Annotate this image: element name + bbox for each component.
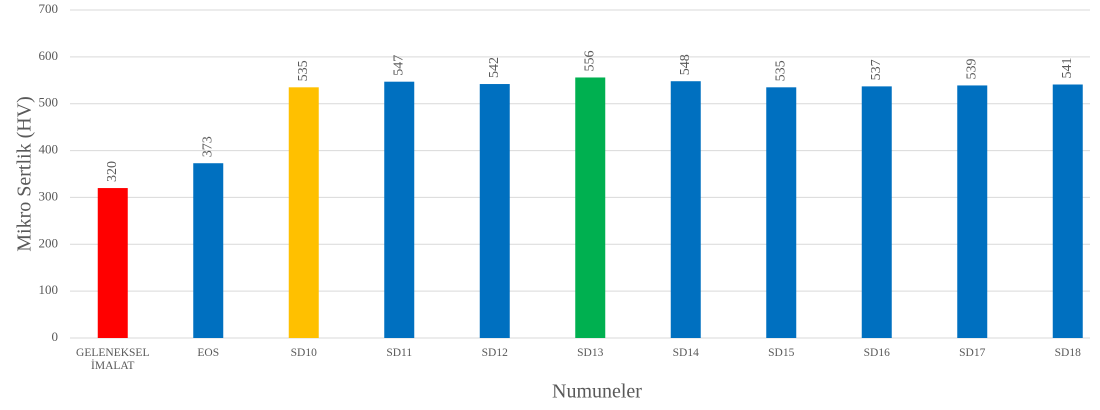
bar — [670, 81, 701, 339]
x-tick-label: SD10 — [290, 347, 317, 359]
bar — [1052, 84, 1083, 338]
data-label: 547 — [391, 55, 406, 76]
bar — [861, 86, 892, 339]
data-label: 556 — [582, 50, 597, 71]
x-tick-label: SD16 — [863, 347, 890, 359]
x-tick-label: SD18 — [1054, 347, 1081, 359]
x-tick-label: GELENEKSEL İMALAT — [76, 347, 150, 372]
y-tick-label: 400 — [39, 142, 59, 157]
data-label: 535 — [773, 60, 788, 81]
y-tick-label: 600 — [39, 48, 59, 63]
bar — [384, 81, 415, 338]
x-tick-label: EOS — [197, 347, 220, 359]
x-axis-title: Numuneler — [552, 381, 642, 403]
data-label: 320 — [105, 161, 120, 182]
x-tick-label: SD13 — [577, 347, 604, 359]
x-tick-label: SD17 — [959, 347, 986, 359]
data-label: 542 — [487, 57, 502, 78]
data-label: 373 — [200, 136, 215, 157]
bar — [479, 84, 510, 338]
bar — [766, 87, 797, 338]
x-tick-label: SD12 — [481, 347, 508, 359]
y-tick-label: 100 — [39, 282, 59, 297]
y-tick-label: 200 — [39, 235, 59, 250]
bar — [97, 188, 128, 338]
x-tick-label: SD14 — [672, 347, 699, 359]
bar — [288, 87, 319, 338]
bar — [957, 85, 988, 338]
data-label: 548 — [678, 54, 693, 75]
y-tick-label: 700 — [39, 1, 59, 16]
data-label: 537 — [869, 59, 884, 80]
bar — [193, 163, 224, 338]
y-tick-label: 0 — [52, 329, 59, 344]
data-label: 541 — [1060, 58, 1075, 79]
y-tick-label: 300 — [39, 188, 59, 203]
bar — [575, 77, 606, 338]
data-label: 539 — [964, 58, 979, 79]
y-axis-title: Mikro Sertlik (HV) — [14, 96, 36, 252]
y-tick-label: 500 — [39, 95, 59, 110]
x-tick-label: SD15 — [768, 347, 795, 359]
x-tick-label: SD11 — [386, 347, 413, 359]
data-label: 535 — [296, 60, 311, 81]
